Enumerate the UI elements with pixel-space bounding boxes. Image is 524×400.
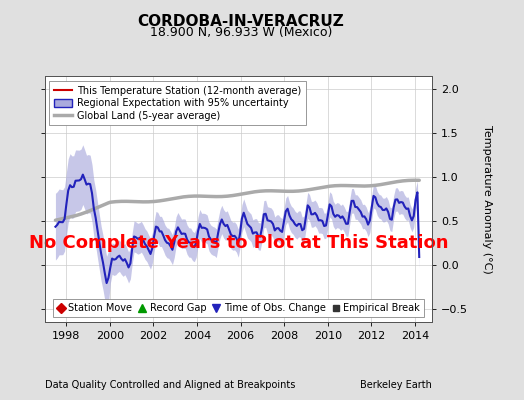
Legend: Station Move, Record Gap, Time of Obs. Change, Empirical Break: Station Move, Record Gap, Time of Obs. C… xyxy=(53,299,424,317)
Text: 18.900 N, 96.933 W (Mexico): 18.900 N, 96.933 W (Mexico) xyxy=(150,26,332,39)
Text: Berkeley Earth: Berkeley Earth xyxy=(361,380,432,390)
Text: No Complete Years to Plot at This Station: No Complete Years to Plot at This Statio… xyxy=(29,234,448,252)
Text: Data Quality Controlled and Aligned at Breakpoints: Data Quality Controlled and Aligned at B… xyxy=(45,380,295,390)
Text: CORDOBA-IN-VERACRUZ: CORDOBA-IN-VERACRUZ xyxy=(138,14,344,29)
Y-axis label: Temperature Anomaly (°C): Temperature Anomaly (°C) xyxy=(482,125,492,273)
